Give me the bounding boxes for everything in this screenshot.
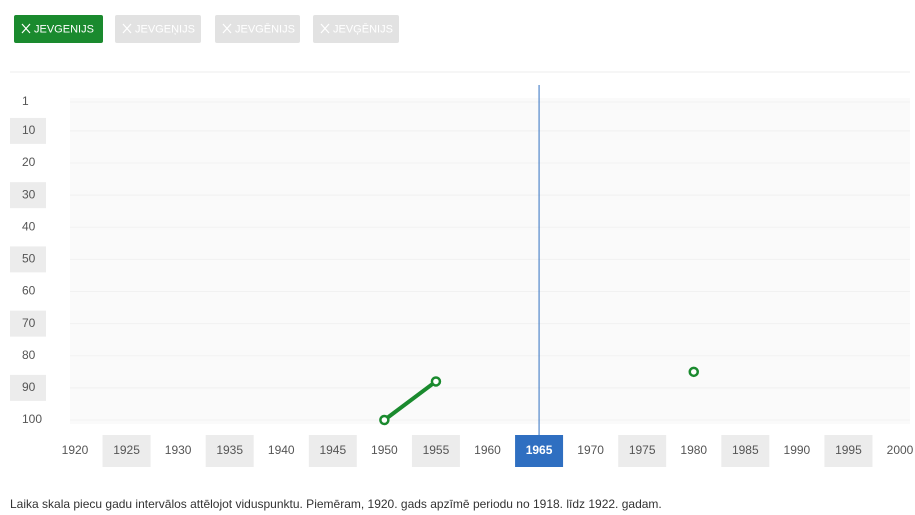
- point: [688, 366, 699, 378]
- close-icon: [21, 23, 31, 34]
- plot-area: [70, 98, 910, 424]
- x-tick-label: 1965: [526, 443, 553, 457]
- x-tick-label: 1975: [629, 443, 656, 457]
- x-tick-label: 1930: [165, 443, 192, 457]
- selected-year-box[interactable]: [515, 435, 564, 467]
- y-tick-label: 40: [22, 219, 36, 233]
- x-tick-label: 1925: [113, 443, 140, 457]
- y-tick-label: 20: [22, 155, 36, 169]
- button-label: JEVGĒNIJS: [235, 23, 295, 35]
- y-tick-box: [10, 310, 46, 337]
- y-tick-label: 10: [22, 123, 36, 137]
- x-tick-label: 1960: [474, 443, 501, 457]
- x-tick-label: 1985: [732, 443, 759, 457]
- x-tick-box[interactable]: [205, 435, 254, 467]
- y-tick-label: 50: [22, 252, 36, 266]
- x-tick-label: 1970: [577, 443, 604, 457]
- name-button[interactable]: [313, 15, 399, 43]
- y-tick-label: 30: [22, 187, 36, 201]
- y-tick-box: [10, 246, 46, 273]
- button-label: JEVGEŅIJS: [135, 23, 195, 35]
- y-tick-label: 80: [22, 348, 36, 362]
- name-button[interactable]: [215, 15, 300, 43]
- y-tick-label: 70: [22, 316, 36, 330]
- y-tick-label: 1: [22, 94, 29, 108]
- x-tick-label: 1995: [835, 443, 862, 457]
- x-tick-box[interactable]: [824, 435, 873, 467]
- x-tick-label: 1990: [784, 443, 811, 457]
- x-tick-label: 1945: [319, 443, 346, 457]
- y-tick-box: [10, 117, 46, 144]
- x-tick-label: 1920: [62, 443, 89, 457]
- x-tick-label: 1935: [216, 443, 243, 457]
- x-tick-label: 1980: [680, 443, 707, 457]
- point: [379, 414, 390, 426]
- y-tick-label: 90: [22, 380, 36, 394]
- x-tick-label: 2000: [887, 443, 914, 457]
- x-tick-box[interactable]: [721, 435, 770, 467]
- x-tick-box[interactable]: [618, 435, 667, 467]
- x-tick-label: 1940: [268, 443, 295, 457]
- y-tick-box: [10, 374, 46, 401]
- x-tick-label: 1955: [423, 443, 450, 457]
- y-tick-box: [10, 182, 46, 209]
- close-icon: [122, 23, 132, 34]
- name-button[interactable]: [115, 15, 201, 43]
- button-label: JEVGENIJS: [34, 23, 94, 35]
- close-icon: [320, 23, 330, 34]
- x-tick-label: 1950: [371, 443, 398, 457]
- name-button[interactable]: [14, 15, 103, 43]
- x-tick-box[interactable]: [308, 435, 357, 467]
- button-label: JEVĢĒNIJS: [333, 23, 393, 35]
- y-tick-label: 100: [22, 412, 42, 426]
- y-tick-label: 60: [22, 284, 36, 298]
- x-tick-box[interactable]: [102, 435, 151, 467]
- caption: Laika skala piecu gadu intervālos attēlo…: [10, 497, 662, 511]
- close-icon: [222, 23, 232, 34]
- x-tick-box[interactable]: [411, 435, 460, 467]
- point: [430, 376, 442, 387]
